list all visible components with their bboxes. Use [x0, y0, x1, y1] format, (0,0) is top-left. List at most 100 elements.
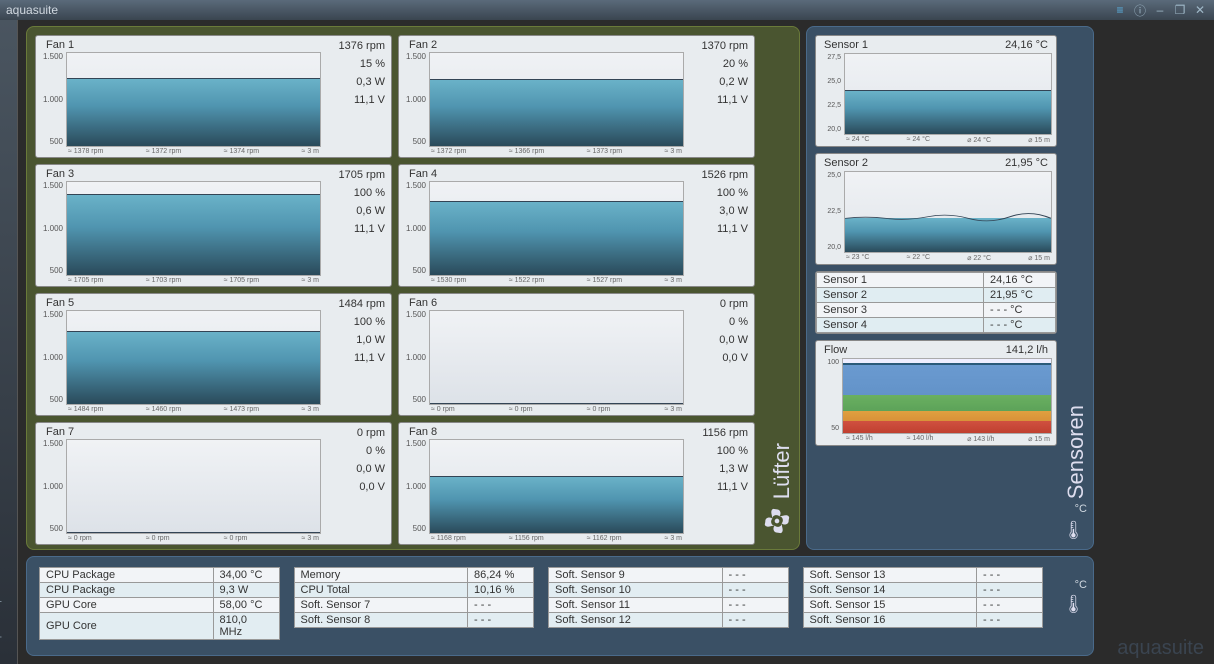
flow-chart: 10050 [842, 358, 1052, 434]
sensor-value: 24,16 °C [1005, 39, 1048, 51]
fan-card-8: Fan 8 1.5001.000500 ≈ 1168 rpm≈ 1156 rpm… [398, 422, 755, 545]
stat-value: - - - [722, 613, 788, 628]
sidebar: aquacomputer [0, 20, 18, 664]
fan-chart: 1.5001.000500 [66, 310, 321, 405]
stat-name: CPU Package [40, 583, 214, 598]
fan-icon [763, 507, 791, 541]
fan-card-3: Fan 3 1.5001.000500 ≈ 1705 rpm≈ 1703 rpm… [35, 164, 392, 287]
stat-value: - - - [977, 598, 1043, 613]
stat-name: Soft. Sensor 11 [549, 598, 723, 613]
fan-card-6: Fan 6 1.5001.000500 ≈ 0 rpm≈ 0 rpm≈ 0 rp… [398, 293, 755, 416]
bottom-panel: CPU Package34,00 °CCPU Package9,3 WGPU C… [26, 556, 1094, 656]
sensor-row-name: Sensor 2 [817, 288, 984, 303]
stat-name: Soft. Sensor 14 [803, 583, 977, 598]
fan-card-7: Fan 7 1.5001.000500 ≈ 0 rpm≈ 0 rpm≈ 0 rp… [35, 422, 392, 545]
stat-name: Memory [294, 568, 468, 583]
fans-section-label: Lüfter [769, 443, 795, 499]
fan-chart: 1.5001.000500 [66, 181, 321, 276]
stat-name: CPU Package [40, 568, 214, 583]
stat-value: - - - [977, 613, 1043, 628]
fan-name: Fan 5 [46, 297, 321, 309]
sensors-section-label: Sensoren [1063, 405, 1089, 499]
stat-value: 58,00 °C [213, 598, 279, 613]
fan-name: Fan 4 [409, 168, 684, 180]
restore-button[interactable]: ❐ [1172, 2, 1188, 18]
stat-value: 86,24 % [468, 568, 534, 583]
fan-name: Fan 8 [409, 426, 684, 438]
fan-name: Fan 1 [46, 39, 321, 51]
fan-chart: 1.5001.000500 [429, 52, 684, 147]
stat-value: 10,16 % [468, 583, 534, 598]
sensor-chart: 25,022,520,0 [844, 171, 1052, 253]
sensor-chart: 27,525,022,520,0 [844, 53, 1052, 135]
info-icon[interactable]: ⓘ [1132, 2, 1148, 18]
stat-value: - - - [468, 613, 534, 628]
minimize-button[interactable]: ‒ [1152, 2, 1168, 18]
fan-chart: 1.5001.000500 [66, 439, 321, 534]
fan-stats: 0 rpm0 %0,0 W0,0 V [325, 423, 391, 544]
titlebar: aquasuite ≡ ⓘ ‒ ❐ ✕ [0, 0, 1214, 20]
stat-value: - - - [722, 568, 788, 583]
sensor-row-value: - - - °C [984, 318, 1056, 333]
fan-chart: 1.5001.000500 [429, 439, 684, 534]
fan-chart: 1.5001.000500 [429, 310, 684, 405]
sensor-row-value: 24,16 °C [984, 273, 1056, 288]
stats-table-3: Soft. Sensor 9- - -Soft. Sensor 10- - -S… [548, 567, 789, 628]
stats-table-2: Memory86,24 %CPU Total10,16 %Soft. Senso… [294, 567, 535, 628]
sensor-row-value: 21,95 °C [984, 288, 1056, 303]
stat-name: Soft. Sensor 10 [549, 583, 723, 598]
temp-unit-label: °C [1075, 503, 1087, 515]
sensor-row-name: Sensor 1 [817, 273, 984, 288]
fan-name: Fan 7 [46, 426, 321, 438]
fan-stats: 1526 rpm100 %3,0 W11,1 V [688, 165, 754, 286]
fan-name: Fan 3 [46, 168, 321, 180]
fan-card-4: Fan 4 1.5001.000500 ≈ 1530 rpm≈ 1522 rpm… [398, 164, 755, 287]
thermometer-icon: 🌡 [1062, 594, 1085, 615]
sidebar-brand: aquacomputer [0, 578, 2, 648]
layers-icon[interactable]: ≡ [1112, 2, 1128, 18]
fan-chart: 1.5001.000500 [429, 181, 684, 276]
stats-table-1: CPU Package34,00 °CCPU Package9,3 WGPU C… [39, 567, 280, 640]
stat-name: Soft. Sensor 9 [549, 568, 723, 583]
flow-name: Flow [824, 344, 847, 356]
watermark: aquasuite [1117, 637, 1204, 660]
stats-table-4: Soft. Sensor 13- - -Soft. Sensor 14- - -… [803, 567, 1044, 628]
stat-value: - - - [977, 583, 1043, 598]
fan-name: Fan 6 [409, 297, 684, 309]
sensor-card-2: Sensor 221,95 °C 25,022,520,0 ≈ 23 °C≈ 2… [815, 153, 1057, 265]
fan-chart: 1.5001.000500 [66, 52, 321, 147]
stat-value: - - - [977, 568, 1043, 583]
fan-stats: 1705 rpm100 %0,6 W11,1 V [325, 165, 391, 286]
sensor-value: 21,95 °C [1005, 157, 1048, 169]
stat-name: CPU Total [294, 583, 468, 598]
flow-value: 141,2 l/h [1006, 344, 1048, 356]
sensor-name: Sensor 1 [824, 39, 868, 51]
sensor-name: Sensor 2 [824, 157, 868, 169]
stat-name: Soft. Sensor 12 [549, 613, 723, 628]
flow-card: Flow141,2 l/h 10050 ≈ 145 l/h≈ 140 l/h⌀ … [815, 340, 1057, 446]
thermometer-icon: 🌡 [1062, 520, 1085, 541]
stat-value: 34,00 °C [213, 568, 279, 583]
stat-value: 810,0 MHz [213, 613, 279, 640]
fan-stats: 1484 rpm100 %1,0 W11,1 V [325, 294, 391, 415]
sensor-card-1: Sensor 124,16 °C 27,525,022,520,0 ≈ 24 °… [815, 35, 1057, 147]
stat-name: Soft. Sensor 8 [294, 613, 468, 628]
sensor-row-value: - - - °C [984, 303, 1056, 318]
sensor-table: Sensor 124,16 °CSensor 221,95 °CSensor 3… [816, 272, 1056, 333]
sensor-row-name: Sensor 4 [817, 318, 984, 333]
stat-name: Soft. Sensor 16 [803, 613, 977, 628]
fan-stats: 1156 rpm100 %1,3 W11,1 V [688, 423, 754, 544]
fan-stats: 0 rpm0 %0,0 W0,0 V [688, 294, 754, 415]
app-title: aquasuite [6, 3, 58, 17]
close-button[interactable]: ✕ [1192, 2, 1208, 18]
sensors-panel: Sensor 124,16 °C 27,525,022,520,0 ≈ 24 °… [806, 26, 1094, 550]
fan-card-1: Fan 1 1.5001.000500 ≈ 1378 rpm≈ 1372 rpm… [35, 35, 392, 158]
fan-card-2: Fan 2 1.5001.000500 ≈ 1372 rpm≈ 1366 rpm… [398, 35, 755, 158]
fan-stats: 1370 rpm20 %0,2 W11,1 V [688, 36, 754, 157]
stat-name: GPU Core [40, 598, 214, 613]
stat-name: Soft. Sensor 13 [803, 568, 977, 583]
fan-card-5: Fan 5 1.5001.000500 ≈ 1484 rpm≈ 1460 rpm… [35, 293, 392, 416]
stat-value: - - - [468, 598, 534, 613]
stat-value: 9,3 W [213, 583, 279, 598]
stat-value: - - - [722, 583, 788, 598]
